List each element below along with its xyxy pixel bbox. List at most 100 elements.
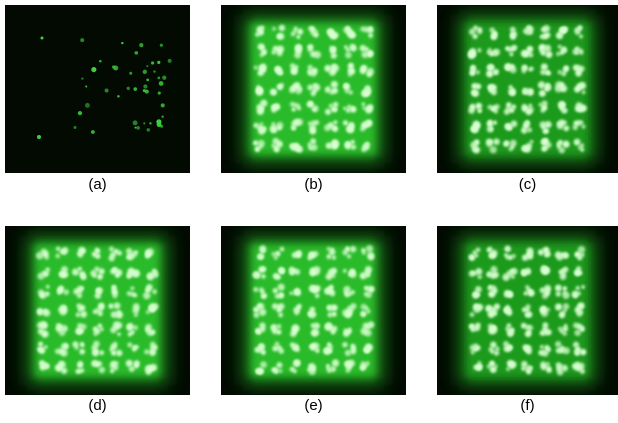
photo-content — [243, 15, 384, 163]
spot — [253, 287, 258, 292]
spot — [506, 367, 510, 371]
spot — [528, 53, 533, 58]
spot — [562, 331, 567, 336]
spot — [43, 309, 50, 316]
spot — [332, 87, 338, 93]
spot — [350, 303, 356, 309]
spot — [260, 26, 265, 31]
spot — [511, 32, 515, 36]
spot — [273, 288, 278, 293]
spot — [523, 123, 529, 129]
spot — [133, 325, 138, 330]
spot — [112, 285, 116, 289]
spot — [271, 104, 277, 110]
spot — [255, 146, 260, 151]
spot — [556, 348, 562, 354]
spot — [563, 303, 570, 310]
spot — [279, 25, 286, 32]
spot — [348, 68, 353, 73]
spot — [505, 123, 512, 130]
spot — [546, 362, 550, 366]
spot — [312, 312, 316, 316]
spot — [350, 269, 355, 274]
speckle — [85, 103, 90, 108]
spot — [544, 87, 549, 92]
spot — [108, 303, 114, 309]
spot — [521, 366, 525, 370]
spot — [577, 120, 583, 126]
spot — [525, 330, 532, 337]
photo-panel: (c) — [437, 5, 618, 193]
spot — [348, 63, 354, 69]
spot — [134, 363, 139, 368]
spot — [366, 71, 372, 77]
spot — [143, 292, 151, 300]
spot — [260, 100, 267, 107]
photo-panel: (e) — [221, 226, 406, 414]
spot — [527, 26, 534, 33]
spot — [476, 304, 483, 311]
spot — [544, 287, 550, 293]
spot — [573, 65, 579, 71]
spot — [110, 269, 116, 275]
spot — [146, 251, 152, 257]
spot — [150, 329, 155, 334]
spot — [364, 142, 370, 148]
spot — [112, 293, 117, 298]
spot — [270, 88, 277, 95]
spot — [556, 32, 563, 39]
spot — [508, 363, 512, 367]
spot — [582, 90, 586, 94]
spot — [332, 312, 337, 317]
spot — [38, 347, 44, 353]
spot — [487, 364, 492, 369]
spot — [504, 307, 511, 314]
spot — [149, 349, 156, 356]
spot — [475, 141, 479, 145]
spot — [39, 293, 44, 298]
spot — [276, 307, 282, 313]
spot — [366, 344, 373, 351]
spot — [81, 343, 85, 347]
spot — [510, 328, 514, 332]
spot — [325, 109, 331, 115]
spot — [526, 369, 531, 374]
spot — [130, 292, 134, 296]
spot — [258, 70, 264, 76]
spot — [57, 291, 61, 295]
spot — [364, 292, 368, 296]
spot — [477, 48, 481, 52]
spot — [368, 26, 373, 31]
spot — [540, 345, 544, 349]
spot — [276, 362, 282, 368]
speckle — [157, 61, 160, 64]
spot — [117, 332, 121, 336]
speckle — [78, 111, 82, 115]
spot — [46, 285, 50, 289]
spot — [308, 311, 312, 315]
spot — [574, 106, 580, 112]
spot — [127, 323, 134, 330]
spot — [572, 291, 579, 298]
spot — [563, 290, 567, 294]
spot — [326, 142, 333, 149]
spot — [331, 304, 338, 311]
spot — [478, 275, 482, 279]
spot — [289, 291, 293, 295]
spot — [487, 271, 492, 276]
spot — [333, 120, 337, 124]
spot — [528, 90, 534, 96]
spot — [77, 362, 83, 368]
spot — [525, 269, 531, 275]
photo-panel: (f) — [437, 226, 618, 414]
spot — [539, 90, 546, 97]
spot — [134, 250, 138, 254]
spot — [522, 105, 529, 112]
spot — [545, 121, 552, 128]
spot — [326, 254, 331, 259]
spot — [110, 252, 116, 258]
spot — [360, 65, 366, 71]
spot — [556, 362, 561, 367]
spot — [127, 342, 132, 347]
speckle — [143, 70, 147, 74]
